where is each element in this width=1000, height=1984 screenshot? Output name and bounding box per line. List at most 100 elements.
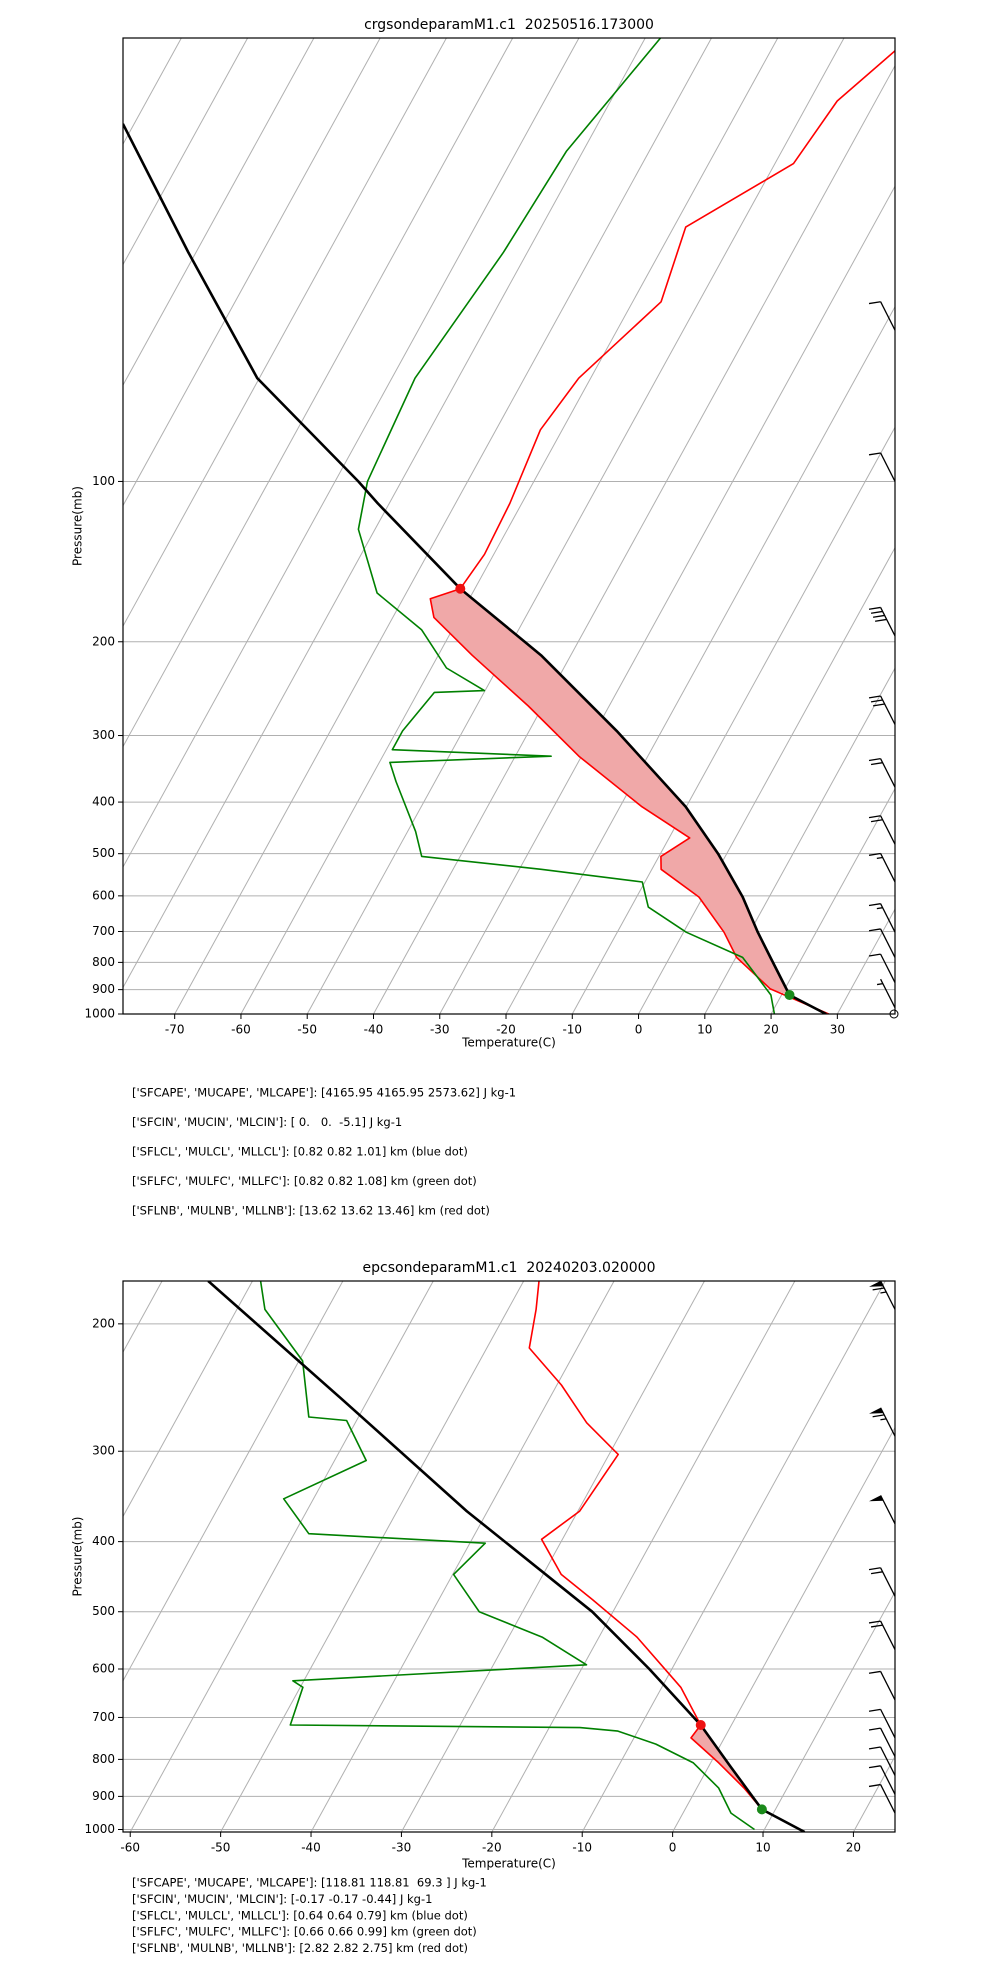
y-tick-label: 900 xyxy=(92,1789,115,1803)
annotation: ['SFLNB', 'MULNB', 'MLLNB']: [13.62 13.6… xyxy=(132,1204,490,1218)
y-tick-label: 600 xyxy=(92,1662,115,1676)
annotation: ['SFCIN', 'MUCIN', 'MLCIN']: [-0.17 -0.1… xyxy=(132,1892,432,1906)
parcel-line xyxy=(123,123,827,1014)
wind-barb xyxy=(868,1765,896,1795)
grid-line xyxy=(581,1281,886,1832)
x-tick-label: -10 xyxy=(562,1023,582,1037)
level-marker xyxy=(695,1719,706,1730)
wind-barb xyxy=(868,953,896,983)
x-tick-label: -20 xyxy=(496,1023,516,1037)
x-tick-label: 20 xyxy=(846,1841,861,1855)
y-tick-label: 300 xyxy=(92,728,115,742)
y-tick-label: 800 xyxy=(92,955,115,969)
isotherm xyxy=(123,38,646,989)
y-tick-label: 800 xyxy=(92,1752,115,1766)
wind-barb xyxy=(868,452,896,482)
level-marker xyxy=(455,583,466,594)
grid-line xyxy=(129,1281,434,1832)
annotation: ['SFLFC', 'MULFC', 'MLLFC']: [0.66 0.66 … xyxy=(132,1925,477,1939)
wind-barb xyxy=(868,1783,896,1814)
wind-barb xyxy=(889,1009,899,1019)
isotherm xyxy=(123,38,447,628)
grid-line xyxy=(505,305,895,1014)
x-axis-label: Temperature(C) xyxy=(461,1857,556,1871)
annotation: ['SFCIN', 'MUCIN', 'MLCIN']: [ 0. 0. -5.… xyxy=(132,1115,402,1129)
grid-line xyxy=(638,546,895,1014)
x-tick-label: -50 xyxy=(211,1841,231,1855)
y-tick-label: 300 xyxy=(92,1444,115,1458)
grid-line xyxy=(373,64,895,1014)
x-tick-label: -10 xyxy=(572,1841,592,1855)
wind-barb xyxy=(868,1727,896,1757)
wind-barb xyxy=(868,301,896,331)
x-tick-label: 0 xyxy=(635,1023,643,1037)
grid-line xyxy=(571,426,895,1014)
grid-line xyxy=(174,38,712,1014)
x-tick-label: 30 xyxy=(830,1023,845,1037)
grid-line xyxy=(836,908,895,1014)
x-tick-label: 20 xyxy=(763,1023,778,1037)
y-tick-label: 200 xyxy=(92,1316,115,1330)
wind-barb xyxy=(868,758,896,788)
y-tick-label: 900 xyxy=(92,982,115,996)
x-tick-label: 10 xyxy=(697,1023,712,1037)
x-tick-label: -40 xyxy=(301,1841,321,1855)
plot-area xyxy=(0,38,1000,1014)
wind-barb xyxy=(869,1280,896,1310)
grid-line xyxy=(400,1281,705,1832)
y-tick-label: 1000 xyxy=(84,1007,115,1021)
x-tick-label: -60 xyxy=(120,1841,140,1855)
wind-barb xyxy=(868,1567,896,1597)
isotherm xyxy=(904,38,1000,1014)
wind-barb xyxy=(868,903,896,933)
x-tick-label: -30 xyxy=(392,1841,412,1855)
annotation: ['SFLNB', 'MULNB', 'MLLNB']: [2.82 2.82 … xyxy=(132,1941,468,1955)
wind-barb xyxy=(868,852,896,883)
y-tick-label: 500 xyxy=(92,846,115,860)
grid-line xyxy=(704,667,895,1014)
annotation: ['SFCAPE', 'MUCAPE', 'MLCAPE']: [4165.95… xyxy=(132,1086,516,1100)
x-tick-label: -70 xyxy=(165,1023,185,1037)
wind-barb xyxy=(868,1708,896,1739)
grid-line xyxy=(439,185,895,1014)
x-tick-label: -30 xyxy=(430,1023,450,1037)
parcel-line xyxy=(207,1281,806,1832)
grid-line xyxy=(220,1281,525,1832)
isotherm xyxy=(0,38,115,1014)
temperature-line xyxy=(528,1281,763,1810)
wind-barb xyxy=(868,815,896,845)
isotherm xyxy=(123,38,580,869)
y-tick-label: 600 xyxy=(92,888,115,902)
isotherm xyxy=(123,38,315,387)
isotherm xyxy=(123,38,249,266)
annotation: ['SFLCL', 'MULCL', 'MLLCL']: [0.64 0.64 … xyxy=(132,1908,468,1922)
annotation: ['SFLFC', 'MULFC', 'MLLFC']: [0.82 0.82 … xyxy=(132,1174,477,1188)
x-tick-label: -60 xyxy=(231,1023,251,1037)
wind-barb xyxy=(868,1620,896,1650)
grid-line xyxy=(672,1426,895,1832)
cape-area xyxy=(690,1724,762,1810)
cape-area xyxy=(430,588,790,995)
wind-barb xyxy=(868,606,896,637)
wind-barb xyxy=(868,928,896,958)
y-tick-label: 700 xyxy=(92,1710,115,1724)
x-tick-label: -50 xyxy=(297,1023,317,1037)
y-tick-label: 200 xyxy=(92,634,115,648)
y-axis-label: Pressure(mb) xyxy=(71,486,85,566)
grid-line xyxy=(762,1590,895,1832)
grid-line xyxy=(240,38,779,1014)
wind-barb xyxy=(868,1670,896,1701)
annotation: ['SFLCL', 'MULCL', 'MLLCL']: [0.82 0.82 … xyxy=(132,1145,468,1159)
level-marker xyxy=(756,1804,767,1815)
y-tick-label: 700 xyxy=(92,924,115,938)
dewpoint-line xyxy=(357,38,776,1014)
x-tick-label: -40 xyxy=(364,1023,384,1037)
wind-barb xyxy=(876,978,896,1008)
chart-title: crgsondeparamM1.c1 20250516.173000 xyxy=(364,17,654,33)
isotherm xyxy=(123,1281,344,1682)
plot-frame xyxy=(122,37,896,1015)
wind-barb xyxy=(869,1495,896,1525)
isotherm xyxy=(0,1281,72,1832)
dewpoint-line xyxy=(259,1281,755,1831)
